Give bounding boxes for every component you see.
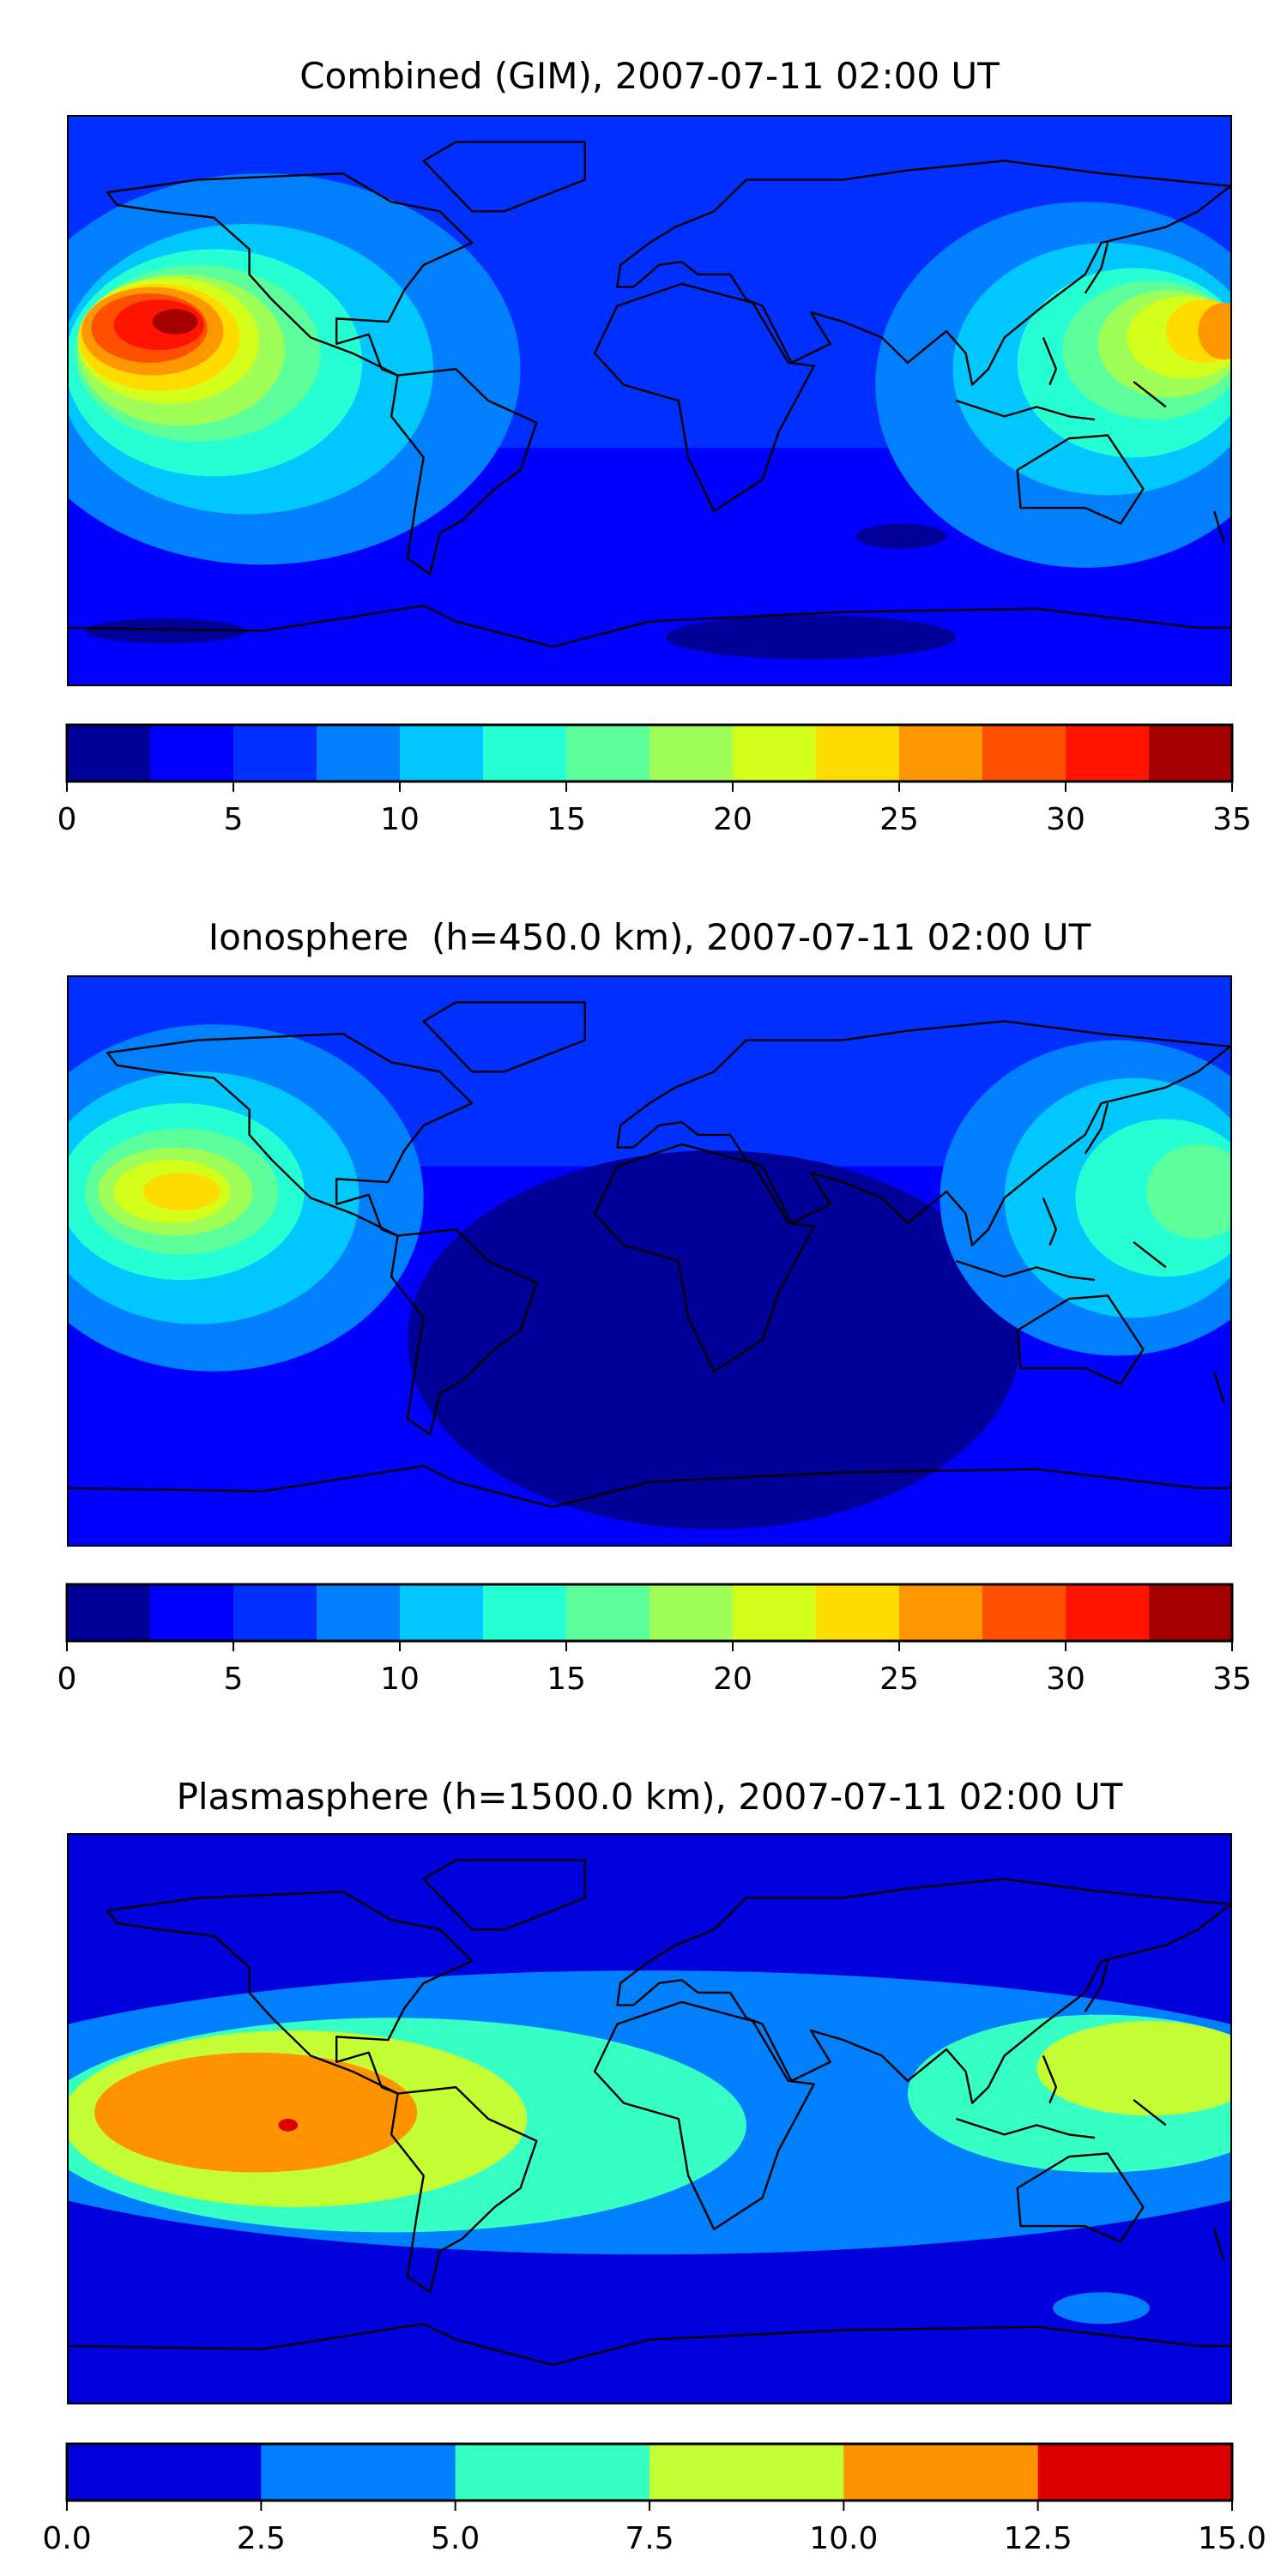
colorbar-tick-label: 7.5 <box>625 2521 674 2556</box>
colorbar-tick-label: 15 <box>547 1662 586 1697</box>
colorbar-tick-label: 15 <box>547 802 586 837</box>
colorbar-segment <box>843 2444 1039 2501</box>
colorbar-segment <box>1149 1584 1233 1641</box>
colorbar-segment <box>400 1584 484 1641</box>
colorbar-segment <box>566 1584 650 1641</box>
colorbar-segment <box>455 2444 650 2501</box>
colorbar-segment <box>899 725 983 781</box>
colorbar-segment <box>733 725 817 781</box>
colorbar-segment <box>899 1584 983 1641</box>
colorbar-segment <box>566 725 650 781</box>
colorbar-segment <box>67 725 151 781</box>
colorbar-segment <box>982 725 1066 781</box>
colorbar-segment <box>650 1584 734 1641</box>
colorbar-segment <box>317 725 401 781</box>
colorbar-tick-label: 5 <box>224 1662 244 1697</box>
colorbar-tick-label: 30 <box>1046 1662 1085 1697</box>
colorbar-ionosphere: 0 5 10 15 20 25 30 35 <box>57 1583 1252 1697</box>
colorbar-segment <box>816 725 900 781</box>
colorbar-tick-label: 0 <box>57 1662 77 1697</box>
colorbar-segment <box>1066 725 1150 781</box>
colorbar-segment <box>1037 2444 1233 2501</box>
colorbar-segment <box>67 2444 262 2501</box>
colorbar-tick-label: 10 <box>380 1662 420 1697</box>
colorbar-tick-label: 15.0 <box>1198 2521 1266 2556</box>
colorbar-segment <box>400 725 484 781</box>
colorbar-tick-label: 35 <box>1212 802 1252 837</box>
colorbar-segment <box>650 725 734 781</box>
colorbar-tick-label: 35 <box>1212 1662 1252 1697</box>
panel-title-ionosphere: Ionosphere (h=450.0 km), 2007-07-11 02:0… <box>208 916 1091 958</box>
panel-title-plasmasphere: Plasmasphere (h=1500.0 km), 2007-07-11 0… <box>176 1776 1123 1818</box>
colorbar-frame <box>65 723 1234 783</box>
colorbar-segment <box>150 1584 234 1641</box>
colorbar-segment <box>483 725 567 781</box>
colorbar-tick-label: 2.5 <box>237 2521 286 2556</box>
colorbar-tick-label: 5 <box>224 802 244 837</box>
colorbar-segment <box>483 1584 567 1641</box>
colorbar-segment <box>650 2444 844 2501</box>
colorbar-tick-label: 12.5 <box>1004 2521 1072 2556</box>
colorbar-tick-label: 30 <box>1046 802 1085 837</box>
colorbar-segment <box>261 2444 456 2501</box>
colorbar-tick-label: 25 <box>879 802 919 837</box>
colorbar-segment <box>816 1584 900 1641</box>
map-ionosphere <box>67 975 1232 1547</box>
colorbar-segment <box>982 1584 1066 1641</box>
colorbar-segment <box>317 1584 401 1641</box>
colorbar-tick-label: 0.0 <box>42 2521 91 2556</box>
colorbar-segment <box>1066 1584 1150 1641</box>
colorbar-frame <box>65 1583 1234 1643</box>
map-combined-gim <box>67 115 1232 686</box>
colorbar-combined: 0 5 10 15 20 25 30 35 <box>57 723 1252 837</box>
contour-fill <box>69 1835 1230 2403</box>
colorbar-tick-label: 20 <box>713 1662 752 1697</box>
contour-fill <box>69 977 1230 1545</box>
colorbar-plasmasphere: 0.0 2.5 5.0 7.5 10.0 12.5 15.0 <box>42 2442 1266 2556</box>
colorbar-tick-label: 10.0 <box>809 2521 878 2556</box>
colorbar-segment <box>150 725 234 781</box>
panel-title-combined: Combined (GIM), 2007-07-11 02:00 UT <box>299 55 1000 97</box>
colorbar-segment <box>1149 725 1233 781</box>
map-plasmasphere <box>67 1833 1232 2404</box>
colorbar-tick-label: 10 <box>380 802 420 837</box>
contour-fill <box>69 117 1230 685</box>
colorbar-tick-label: 20 <box>713 802 752 837</box>
colorbar-segment <box>233 725 317 781</box>
colorbar-segment <box>233 1584 317 1641</box>
colorbar-tick-label: 25 <box>879 1662 919 1697</box>
colorbar-tick-label: 5.0 <box>431 2521 480 2556</box>
colorbar-tick-label: 0 <box>57 802 77 837</box>
colorbar-segment <box>733 1584 817 1641</box>
colorbar-segment <box>67 1584 151 1641</box>
